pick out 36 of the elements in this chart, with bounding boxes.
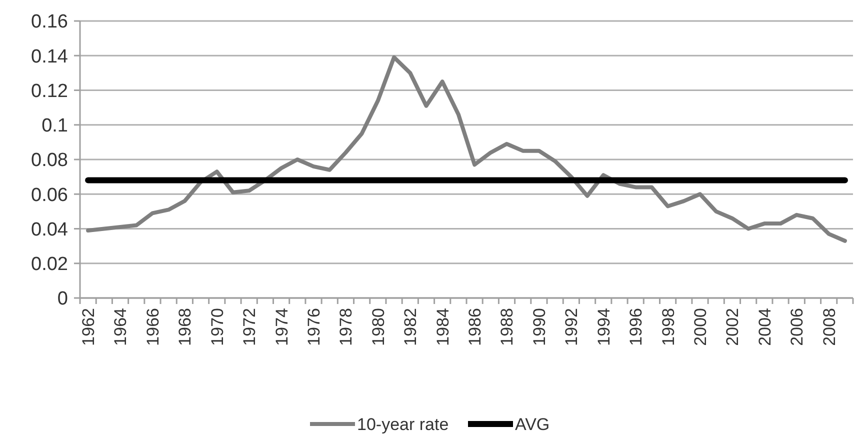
x-tick-label: 1986 [466, 308, 484, 346]
x-tick-label: 1982 [401, 308, 420, 346]
legend-label: AVG [515, 414, 550, 434]
legend-label: 10-year rate [357, 414, 449, 434]
x-tick-label: 2002 [723, 308, 742, 346]
y-tick-label: 0.08 [31, 150, 68, 172]
x-tick-label: 1988 [498, 308, 517, 346]
x-tick-label: 2004 [755, 308, 774, 346]
x-tick-label: 1994 [594, 308, 614, 346]
x-tick-label: 1972 [240, 308, 260, 346]
x-tick-label: 1970 [208, 308, 227, 346]
y-tick-label: 0.02 [31, 254, 68, 276]
y-tick-label: 0.1 [42, 116, 68, 137]
x-tick-label: 1990 [530, 308, 549, 346]
x-tick-label: 1968 [176, 308, 195, 346]
x-tick-label: 2006 [788, 308, 807, 346]
x-tick-label: 1980 [368, 308, 388, 346]
x-tick-label: 1996 [626, 308, 646, 346]
x-tick-label: 1964 [111, 308, 130, 346]
y-tick-label: 0.04 [31, 219, 68, 240]
x-tick-label: 1966 [143, 308, 162, 346]
x-tick-label: 2000 [690, 308, 710, 346]
x-tick-label: 1998 [658, 308, 678, 346]
line-series [86, 55, 847, 243]
x-tick-label: 1992 [562, 308, 582, 346]
y-tick-label: 0.06 [31, 184, 68, 206]
y-tick-label: 0.12 [31, 80, 68, 102]
x-tick-label: 1976 [304, 308, 324, 346]
x-tick-label: 1974 [272, 308, 292, 346]
x-tick-label: 1984 [433, 308, 452, 346]
x-tick-label: 1962 [79, 308, 98, 346]
x-tick-label: 1978 [336, 308, 356, 346]
x-tick-label: 2008 [820, 308, 839, 346]
y-tick-label: 0.14 [31, 46, 68, 68]
y-tick-label: 0.16 [31, 12, 68, 33]
y-tick-label: 0 [57, 288, 68, 310]
